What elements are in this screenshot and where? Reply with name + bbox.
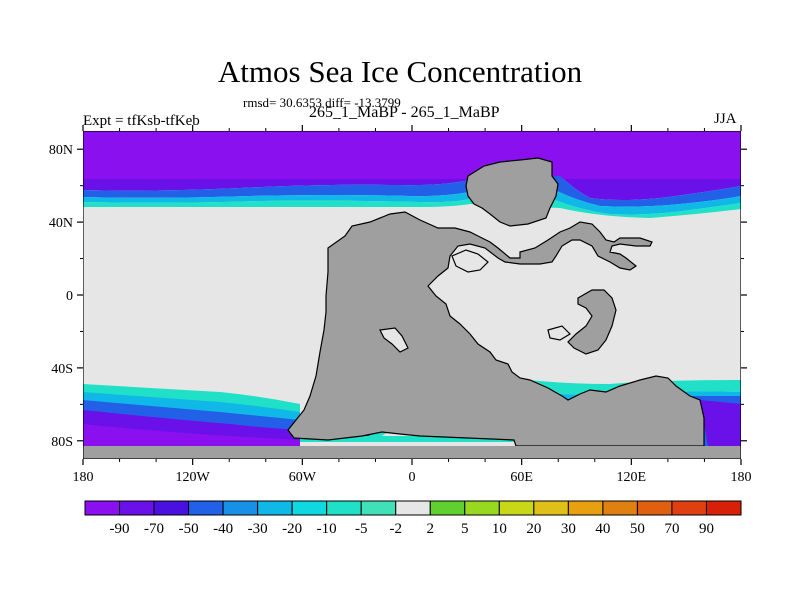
colorbar-swatch (222, 500, 259, 516)
colorbar: -90 -70 -50 -40 -30 -20 -10 -5 -2 2 5 10 20 30 40 50 70 9… (84, 500, 742, 537)
colorbar-label: -10 (317, 521, 337, 537)
colorbar-swatch (705, 500, 742, 516)
chart-subtitle: 265_1_MaBP - 265_1_MaBP (309, 104, 500, 121)
experiment-label: Expt = tfKsb-tfKeb (83, 113, 200, 129)
colorbar-swatch (188, 500, 224, 516)
colorbar-swatch (119, 500, 155, 516)
y-tick-label: 80S (51, 435, 73, 450)
x-axis: 180 120W 60W 0 60E 120E 180 (73, 125, 752, 485)
colorbar-label: 70 (664, 521, 679, 537)
colorbar-swatch (326, 500, 362, 516)
colorbar-swatch (464, 500, 500, 516)
colorbar-label: -30 (248, 521, 268, 537)
x-tick-label: 120W (176, 470, 211, 485)
x-tick-label: 60E (510, 470, 533, 485)
x-tick-label: 180 (73, 470, 94, 485)
colorbar-swatch (257, 500, 293, 516)
colorbar-label: -90 (110, 521, 130, 537)
colorbar-swatch (360, 500, 397, 516)
colorbar-label: 20 (526, 521, 541, 537)
colorbar-swatch (671, 500, 707, 516)
colorbar-label: 90 (699, 521, 714, 537)
colorbar-swatch (533, 500, 569, 516)
x-tick-label: 0 (409, 470, 416, 485)
colorbar-label: -2 (389, 521, 402, 537)
colorbar-swatch (291, 500, 328, 516)
main-continent (287, 211, 705, 447)
colorbar-label: 50 (630, 521, 645, 537)
colorbar-swatch (498, 500, 535, 516)
colorbar-label: -70 (144, 521, 164, 537)
x-tick-label: 60W (289, 470, 317, 485)
antarctic-strip (83, 446, 741, 459)
y-tick-label: 0 (66, 289, 73, 304)
arctic-ice-anomaly (83, 131, 741, 218)
northern-landmass (465, 157, 559, 227)
colorbar-swatch (429, 500, 466, 516)
colorbar-label: -40 (213, 521, 233, 537)
y-axis: 80N 40N 0 40S 80S (49, 143, 747, 450)
colorbar-swatch (84, 500, 121, 516)
map-panel (83, 131, 741, 459)
colorbar-swatch (567, 500, 604, 516)
land-pockets (379, 249, 571, 353)
colorbar-label: 30 (561, 521, 576, 537)
stats-label: rmsd= 30.6353 diff= -13.3799 (243, 95, 401, 110)
colorbar-label: -5 (355, 521, 368, 537)
colorbar-label: 2 (427, 521, 435, 537)
colorbar-label: 10 (492, 521, 507, 537)
x-tick-label: 120E (617, 470, 647, 485)
colorbar-swatch (636, 500, 673, 516)
chart-title: Atmos Sea Ice Concentration (217, 54, 583, 89)
colorbar-swatch (395, 500, 431, 516)
land-masses (83, 157, 741, 459)
colorbar-swatch (153, 500, 190, 516)
colorbar-label: -20 (282, 521, 302, 537)
y-tick-label: 40N (49, 216, 73, 231)
colorbar-swatch (602, 500, 638, 516)
colorbar-label: 5 (461, 521, 469, 537)
x-tick-label: 180 (731, 470, 752, 485)
colorbar-label: -50 (179, 521, 199, 537)
island-east (567, 289, 617, 355)
colorbar-label: 40 (595, 521, 610, 537)
y-tick-label: 80N (49, 143, 73, 158)
y-tick-label: 40S (51, 362, 73, 377)
season-label: JJA (714, 111, 737, 127)
